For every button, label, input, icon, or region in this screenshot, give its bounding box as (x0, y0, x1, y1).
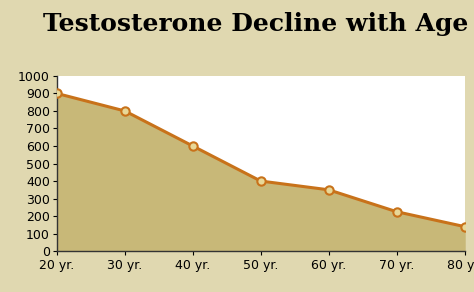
Text: Testosterone Decline with Age: Testosterone Decline with Age (43, 12, 469, 36)
